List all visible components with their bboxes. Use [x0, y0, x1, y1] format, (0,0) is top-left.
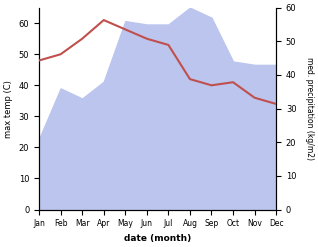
- Y-axis label: med. precipitation (kg/m2): med. precipitation (kg/m2): [305, 57, 314, 160]
- X-axis label: date (month): date (month): [124, 234, 191, 243]
- Y-axis label: max temp (C): max temp (C): [4, 80, 13, 138]
